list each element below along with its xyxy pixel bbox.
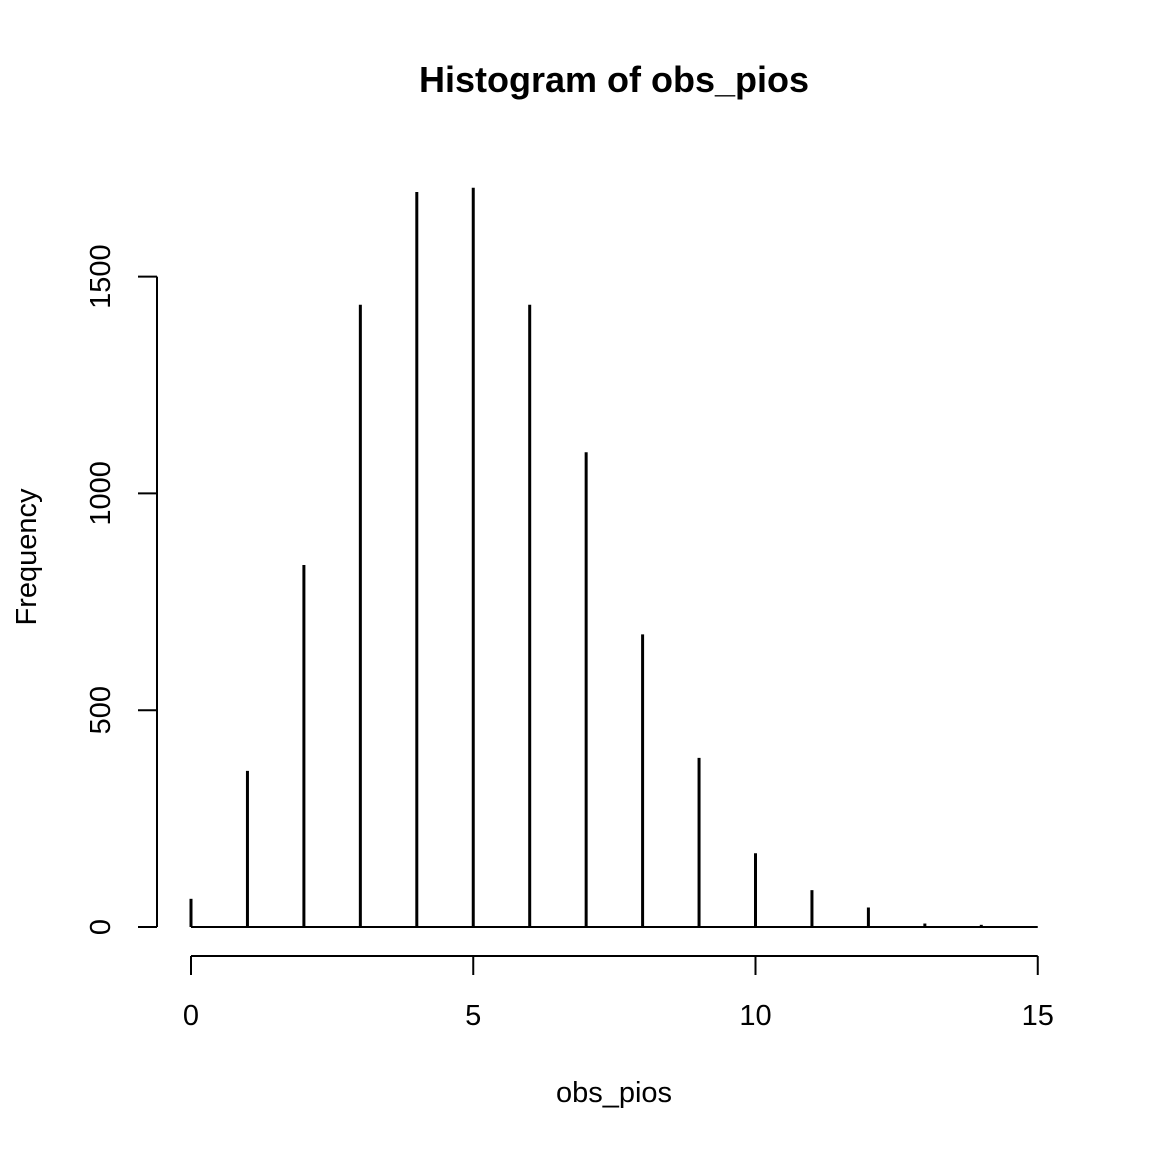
y-tick-label: 0 xyxy=(85,919,117,935)
x-axis: 0 5 10 15 xyxy=(183,955,1054,1032)
y-axis: 0 500 1000 1500 xyxy=(85,244,158,935)
y-axis-label: Frequency xyxy=(11,488,43,626)
x-tick-label: 10 xyxy=(739,1000,771,1032)
chart-title: Histogram of obs_pios xyxy=(419,59,809,100)
x-axis-label: obs_pios xyxy=(556,1077,672,1109)
x-tick-label: 15 xyxy=(1022,1000,1054,1032)
x-tick-label: 5 xyxy=(465,1000,481,1032)
y-tick-label: 1000 xyxy=(85,461,117,526)
y-tick-label: 500 xyxy=(85,686,117,734)
y-tick-label: 1500 xyxy=(85,244,117,309)
bars-group xyxy=(189,187,1038,928)
x-tick-label: 0 xyxy=(183,1000,199,1032)
